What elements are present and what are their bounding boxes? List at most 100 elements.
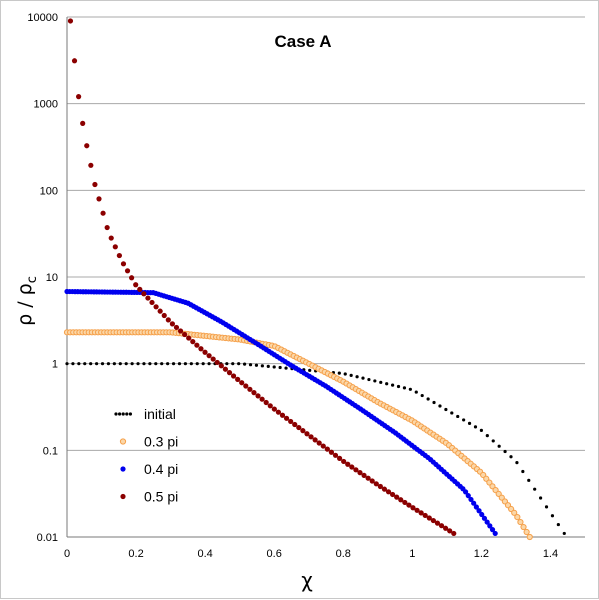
data-point [485, 434, 489, 438]
data-point [517, 518, 524, 526]
data-point [136, 362, 140, 366]
data-point [116, 252, 122, 259]
chart-title: Case A [274, 32, 331, 51]
data-point [177, 328, 184, 334]
data-point [385, 382, 389, 386]
legend: initial 0.3 pi 0.4 pi 0.5 pi [114, 406, 178, 505]
data-point [349, 373, 353, 377]
data-point [479, 511, 485, 518]
data-point [225, 362, 229, 366]
data-point [243, 383, 249, 389]
data-point [235, 376, 241, 382]
data-point [391, 383, 395, 387]
x-tick-label: 0.2 [128, 548, 143, 560]
legend-label: 0.3 pi [144, 434, 178, 450]
legend-marker [128, 412, 132, 416]
data-point [154, 362, 158, 366]
data-point [515, 461, 519, 465]
grid [67, 16, 585, 451]
data-point [426, 515, 432, 521]
data-point [278, 365, 282, 370]
data-point [336, 455, 343, 461]
series-04-pi [64, 288, 498, 537]
data-point [129, 275, 135, 281]
data-point [165, 317, 171, 323]
data-point [300, 428, 306, 434]
data-point [100, 210, 106, 216]
data-point [142, 362, 146, 366]
legend-marker [119, 438, 127, 445]
data-point [414, 507, 420, 513]
data-point [355, 375, 359, 379]
data-point [112, 362, 116, 366]
data-point [80, 120, 86, 126]
data-point [230, 373, 237, 379]
data-point [451, 530, 457, 537]
data-point [316, 440, 322, 446]
data-point [145, 295, 151, 301]
data-point [341, 458, 347, 465]
data-point [357, 470, 363, 476]
data-point [71, 362, 75, 366]
data-point [491, 439, 495, 443]
y-tick-label: 0.1 [43, 445, 58, 457]
data-point [267, 403, 273, 409]
data-point [511, 509, 518, 516]
data-point [377, 483, 383, 490]
data-point [526, 533, 533, 541]
data-point [503, 449, 507, 454]
data-point [492, 530, 498, 537]
data-point [308, 434, 314, 440]
data-point [484, 519, 490, 525]
data-point [420, 393, 424, 398]
data-point [284, 366, 288, 370]
legend-item: 0.4 pi [120, 461, 178, 477]
data-point [527, 478, 531, 482]
data-point [173, 324, 180, 331]
data-point [195, 362, 199, 366]
data-point [296, 424, 302, 431]
data-point [157, 308, 163, 314]
data-point [141, 291, 147, 297]
y-tick-label: 1 [52, 359, 58, 371]
data-point [206, 353, 212, 359]
data-point [514, 514, 521, 521]
data-point [369, 478, 375, 484]
data-point [343, 372, 347, 376]
data-point [149, 299, 155, 306]
y-axis-title-group: ρ / ρc [14, 276, 40, 326]
series-03-pi [63, 329, 533, 541]
data-point [443, 525, 449, 531]
data-point [402, 386, 407, 390]
data-point [95, 362, 99, 366]
data-point [207, 362, 211, 366]
data-point [396, 384, 401, 389]
data-point [183, 362, 187, 366]
data-point [67, 18, 74, 24]
data-point [251, 390, 257, 396]
data-point [367, 377, 371, 382]
data-point [422, 512, 428, 519]
data-point [328, 449, 335, 455]
legend-label: 0.4 pi [144, 461, 178, 477]
data-point [361, 376, 365, 380]
data-point [177, 362, 182, 366]
data-point [379, 380, 383, 384]
data-point [222, 366, 229, 372]
data-point [243, 362, 247, 366]
data-point [444, 407, 448, 412]
data-point [308, 368, 312, 372]
data-point [118, 362, 122, 366]
x-tick-label: 0.4 [197, 548, 212, 560]
data-point [345, 461, 351, 467]
data-point [468, 496, 474, 503]
data-point [479, 428, 483, 432]
x-axis-title: χ [301, 568, 313, 592]
data-point [271, 406, 277, 412]
x-tick-label: 1.2 [474, 548, 489, 560]
data-point [65, 362, 69, 366]
data-point [186, 335, 192, 341]
data-point [426, 397, 430, 401]
y-axis-title: ρ / ρc [14, 276, 40, 326]
data-point [77, 362, 81, 366]
